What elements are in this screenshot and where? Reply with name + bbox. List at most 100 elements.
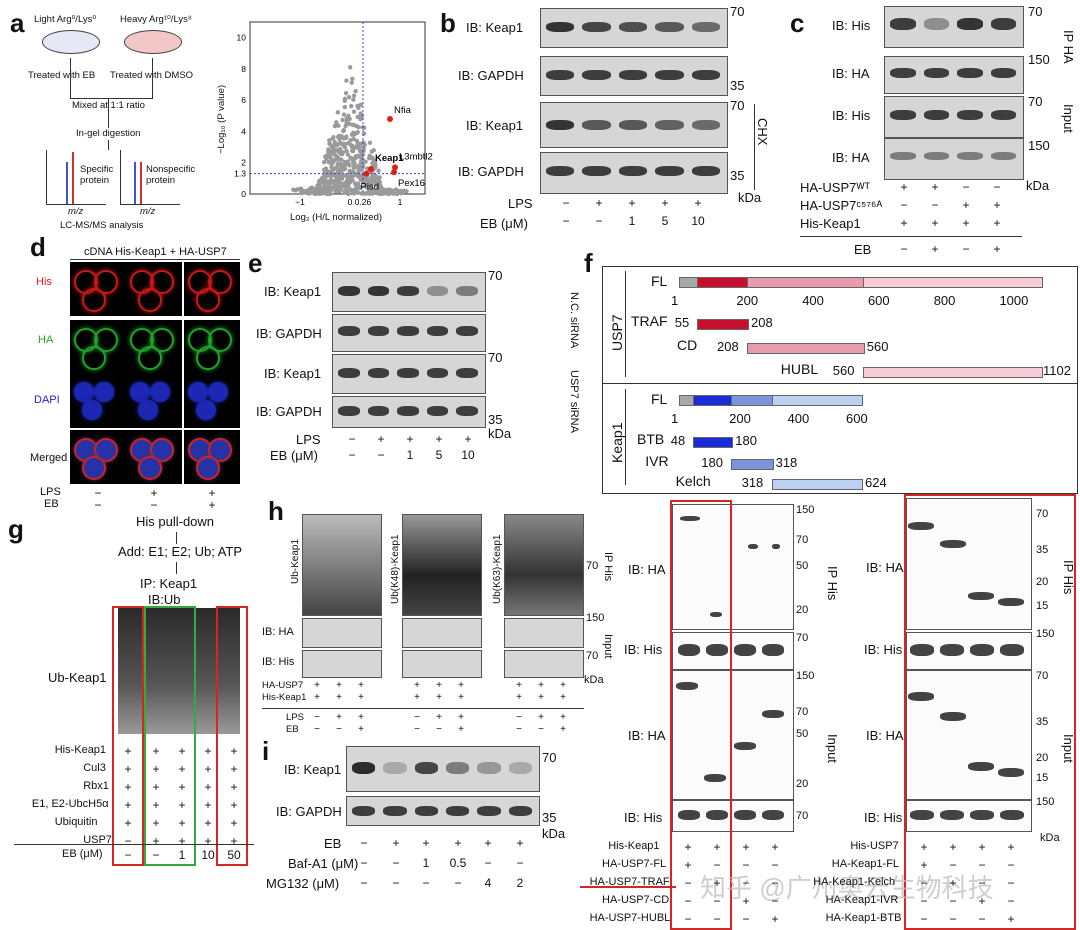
b3-band xyxy=(582,120,611,130)
h-row-sign: + xyxy=(560,680,566,691)
c-row-sign: − xyxy=(962,242,970,256)
j-his-ip-band xyxy=(762,644,784,656)
volcano-bg-point xyxy=(315,183,320,188)
g-row-sign: + xyxy=(152,780,160,794)
e1-band xyxy=(338,286,360,296)
volcano-bg-point xyxy=(339,151,345,157)
g-row-sign: + xyxy=(152,834,160,848)
j-iphis: IP His xyxy=(825,566,840,601)
ms-peak-blue-1 xyxy=(66,162,68,204)
volcano-bg-point xyxy=(350,149,356,154)
volcano-bg-point xyxy=(357,185,362,191)
blot-h-ha2 xyxy=(402,618,482,648)
k-mark: 20 xyxy=(1036,576,1049,588)
treated-eb-label: Treated with EB xyxy=(28,70,96,81)
j-row-sign: − xyxy=(771,876,779,890)
c-row-sign: − xyxy=(962,180,970,194)
i-row-sign: + xyxy=(484,836,492,850)
j-his-in-band xyxy=(734,810,756,820)
d-cell-nucleus xyxy=(82,346,106,370)
volcano-bg-point xyxy=(351,130,356,136)
j-his-in-band xyxy=(706,810,728,820)
g-row-label: USP7 xyxy=(83,834,112,846)
k-mark: 35 xyxy=(1036,544,1049,556)
k-ib-his2: IB: His xyxy=(864,810,903,825)
k-row-sign: − xyxy=(920,894,928,908)
k-row-sign: + xyxy=(949,876,957,890)
d-title-line xyxy=(70,259,240,260)
h-row-sign: + xyxy=(436,712,442,723)
volcano-bg-point xyxy=(351,122,356,128)
c-row-sign: − xyxy=(931,198,939,212)
volcano-xlabel: Log₂ (H/L normalized) xyxy=(290,212,383,223)
d-eb-label: EB xyxy=(44,498,59,510)
j-his-ip-band xyxy=(706,644,728,656)
d-cell-nucleus xyxy=(208,270,232,294)
g-row-sign: + xyxy=(152,762,160,776)
b-ib3: IB: Keap1 xyxy=(466,118,524,133)
f-usp7-tick: 800 xyxy=(933,293,956,308)
e3-band xyxy=(367,368,390,378)
f-cd-bar xyxy=(747,343,865,354)
i-row-sign: + xyxy=(516,836,524,850)
watermark-red-line xyxy=(580,886,676,888)
blot-h3 xyxy=(504,514,584,616)
volcano-bg-point xyxy=(346,94,352,100)
k-mark: 70 xyxy=(1036,670,1049,682)
c-row-label: HA-USP7ᶜ⁵⁷⁶ᴬ xyxy=(800,198,883,213)
k-his-ip-band xyxy=(910,644,934,656)
specific-label: Specific protein xyxy=(80,164,114,186)
volcano-bg-point xyxy=(350,173,356,179)
i2-band xyxy=(414,806,438,816)
h-row-sign: + xyxy=(358,712,364,723)
i2-band xyxy=(446,806,470,816)
k-input-band xyxy=(908,692,934,701)
arrow-line-right xyxy=(152,58,153,98)
volcano-bg-point xyxy=(331,157,337,163)
volcano-bg-point xyxy=(321,160,327,165)
d-cell-nucleus xyxy=(196,288,220,312)
d-row-merged: Merged xyxy=(30,452,68,464)
volcano-ytick: 10 xyxy=(237,33,247,43)
h-row-sign: − xyxy=(436,724,442,735)
blot-h1 xyxy=(302,514,382,616)
g-row-sign: + xyxy=(230,744,238,758)
volcano-label-nfia: Nfia xyxy=(394,105,412,116)
volcano-label-pex16: Pex16 xyxy=(398,178,425,189)
f-keap1-label: Keap1 xyxy=(609,422,625,463)
panel-letter-d: d xyxy=(30,232,46,262)
k-row-sign: − xyxy=(1007,894,1015,908)
volcano-bg-point xyxy=(354,138,360,144)
e-row1-sign: + xyxy=(435,432,443,446)
h-row-sign: − xyxy=(538,724,544,735)
j-row-label: His-Keap1 xyxy=(608,840,660,852)
c-ib2: IB: HA xyxy=(832,66,870,81)
blot-h-ha3 xyxy=(504,618,584,648)
j-mark: 50 xyxy=(796,728,809,740)
ms-axis-1 xyxy=(46,150,47,204)
arrow-join xyxy=(70,98,153,99)
k-row-label: HA-Keap1-FL xyxy=(831,858,900,870)
h-row-sign: + xyxy=(516,680,522,691)
e1-band xyxy=(456,286,478,296)
e-marker-35: 35 xyxy=(488,412,503,427)
lcms-label: LC-MS/MS analysis xyxy=(60,220,144,231)
k-row-sign: − xyxy=(949,894,957,908)
k-his-in-band xyxy=(1000,810,1024,820)
volcano-bg-point xyxy=(348,155,353,160)
c3-band xyxy=(890,110,916,120)
f-kelch-end: 624 xyxy=(865,475,887,490)
k-his-in-band xyxy=(910,810,934,820)
i1-band xyxy=(477,762,501,774)
volcano-bg-point xyxy=(327,141,333,147)
volcano-bg-point xyxy=(333,178,339,183)
c-marker-70a: 70 xyxy=(1028,4,1043,19)
volcano-ytick: 4 xyxy=(241,126,246,136)
b1-band xyxy=(691,22,720,32)
g-row-sign: + xyxy=(178,780,186,794)
h-ub2: Ub(K48)-Keap1 xyxy=(390,534,401,604)
volcano-bg-point xyxy=(352,156,357,161)
c-divider xyxy=(800,236,1022,237)
j-row-label: HA-USP7-CD xyxy=(602,894,670,906)
e4-band xyxy=(456,406,478,416)
